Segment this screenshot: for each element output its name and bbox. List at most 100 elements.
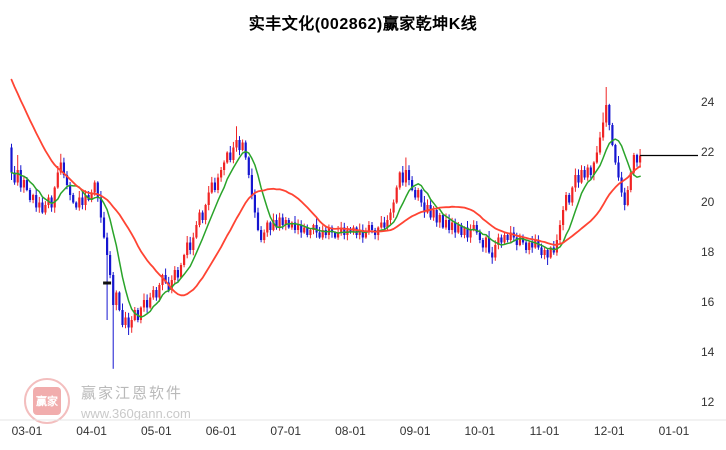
candle-up (580, 170, 583, 183)
candle-up (220, 170, 223, 178)
candle-up (595, 152, 598, 163)
candle-up (574, 175, 577, 188)
candle-up (451, 222, 454, 230)
candle-up (605, 105, 608, 123)
candle-up (395, 187, 398, 203)
candle-up (170, 280, 173, 290)
gap-marker (103, 281, 112, 285)
candle-down (488, 237, 491, 253)
candle-down (176, 270, 179, 278)
candle-down (324, 230, 327, 235)
candle-up (90, 192, 93, 200)
candle-down (281, 217, 284, 225)
candle-up (158, 285, 161, 298)
candle-up (241, 142, 244, 150)
candle-down (491, 252, 494, 258)
candle-down (28, 190, 32, 200)
chart-title: 实丰文化(002862)赢家乾坤K线 (248, 16, 478, 33)
candle-up (321, 230, 324, 238)
candle-down (521, 237, 525, 243)
candle-up (173, 270, 176, 280)
candle-down (370, 225, 374, 230)
candle-up (210, 182, 213, 193)
y-axis-label: 14 (701, 344, 715, 359)
candle-down (383, 222, 386, 228)
candle-down (293, 222, 297, 230)
candle-up (195, 225, 198, 238)
candle-down (506, 235, 509, 240)
candle-down (478, 232, 481, 240)
candle-up (161, 275, 164, 285)
x-axis-label: 09-01 (399, 424, 431, 438)
candle-down (635, 155, 639, 163)
candle-up (632, 155, 635, 173)
candle-down (546, 250, 549, 258)
candle-down (229, 152, 232, 160)
y-axis-label: 20 (701, 194, 715, 209)
candle-up (534, 240, 537, 248)
candle-down (617, 162, 620, 178)
candle-down (253, 195, 256, 213)
candle-up (198, 212, 201, 225)
candle-up (216, 177, 220, 190)
candle-down (244, 142, 247, 158)
candle-up (149, 297, 152, 308)
long-ma-line (10, 78, 641, 297)
candle-down (99, 197, 102, 218)
candle-down (583, 170, 586, 178)
candle-up (266, 222, 269, 233)
candle-down (355, 227, 358, 235)
candle-down (611, 125, 614, 145)
candle-down (155, 290, 158, 298)
candle-up (629, 172, 632, 190)
candle-down (189, 242, 192, 250)
watermark-text: 赢家江恩软件 www.360gann.com (81, 382, 191, 421)
candle-up (432, 210, 435, 218)
candle-up (223, 162, 226, 170)
candle-up (115, 292, 118, 305)
candle-down (25, 180, 28, 190)
candle-up (272, 220, 275, 230)
candle-up (204, 205, 207, 220)
candle-down (269, 222, 272, 230)
x-axis-label: 05-01 (140, 424, 172, 438)
candle-down (250, 175, 253, 195)
candle-up (555, 240, 558, 253)
candle-down (62, 162, 65, 175)
candle-down (256, 212, 260, 230)
candle-down (306, 227, 309, 235)
candle-up (32, 195, 35, 200)
candle-up (639, 155, 642, 163)
candle-down (481, 240, 484, 248)
candle-up (124, 317, 127, 325)
y-axis-label: 24 (701, 94, 715, 109)
candle-up (380, 222, 383, 228)
candle-down (623, 192, 626, 205)
candle-down (318, 232, 321, 238)
y-axis-label: 12 (701, 394, 715, 409)
candle-up (494, 245, 497, 258)
y-axis-label: 22 (701, 144, 715, 159)
candle-up (183, 255, 186, 265)
candle-up (44, 205, 47, 213)
candle-down (260, 230, 263, 240)
candle-up (472, 225, 475, 230)
candle-up (358, 230, 361, 235)
x-axis-label: 10-01 (464, 424, 496, 438)
candle-up (389, 212, 392, 220)
candle-up (59, 162, 62, 173)
candle-up (426, 205, 429, 213)
candle-up (38, 202, 41, 208)
candle-up (386, 220, 389, 228)
candle-down (577, 175, 580, 183)
candle-up (297, 225, 300, 230)
candle-up (592, 162, 595, 175)
candle-down (361, 230, 364, 238)
x-axis-label: 01-01 (658, 424, 690, 438)
candle-up (602, 122, 605, 138)
candle-up (364, 232, 367, 238)
candle-up (303, 227, 306, 233)
candle-down (109, 255, 112, 275)
